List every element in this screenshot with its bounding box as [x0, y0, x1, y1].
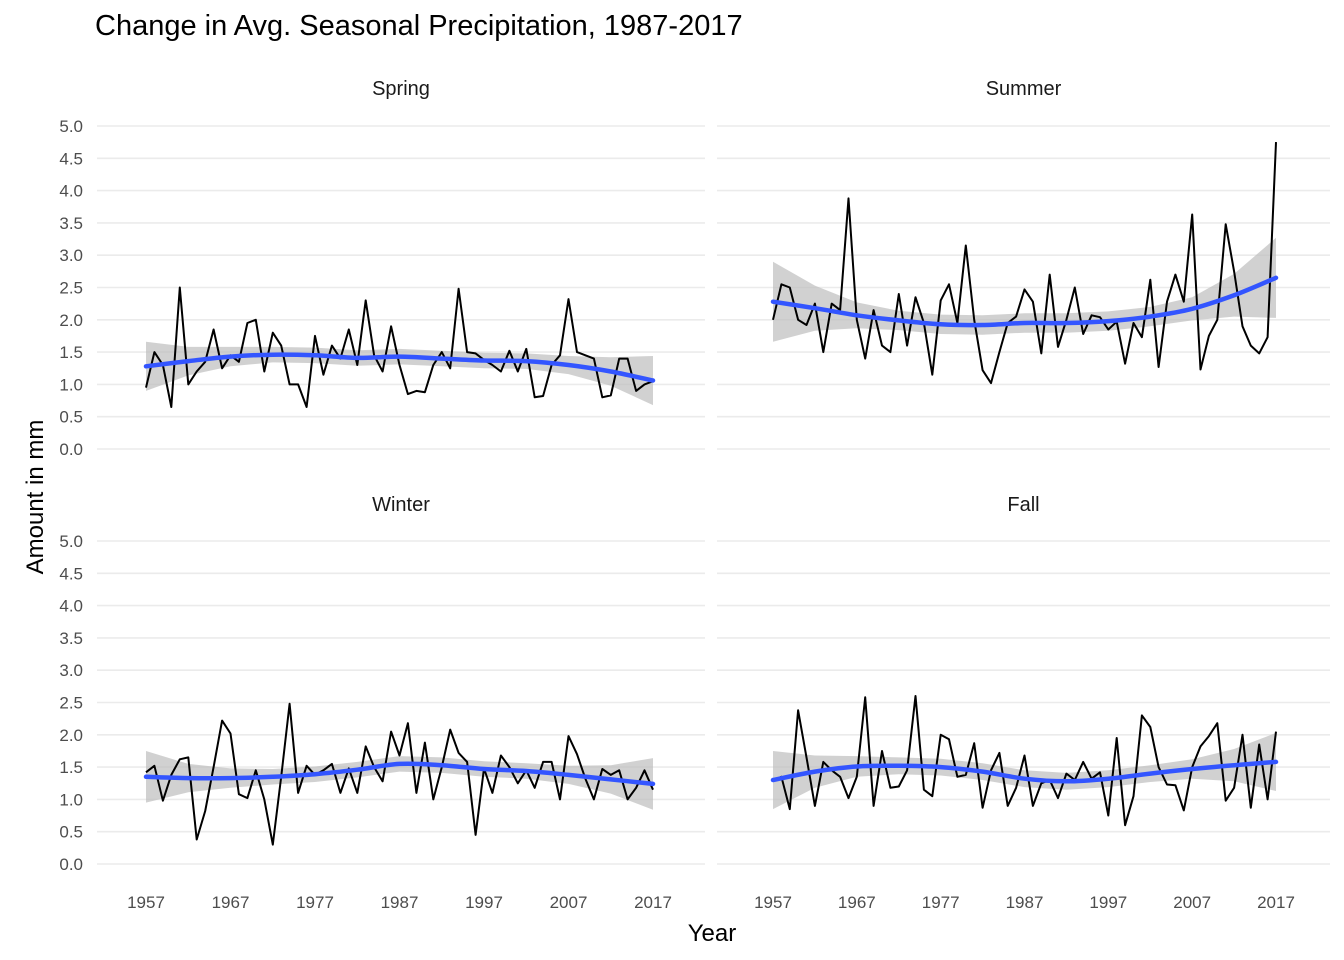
- y-tick-label: 4.0: [59, 182, 83, 201]
- fall-trend-line: [770, 759, 1279, 784]
- y-tick-label: 1.5: [59, 758, 83, 777]
- x-tick-label: 1987: [1006, 893, 1044, 912]
- y-tick-label: 5.0: [59, 117, 83, 136]
- y-tick-label: 0.5: [59, 823, 83, 842]
- x-tick-label: 2017: [1257, 893, 1295, 912]
- x-tick-label: 2007: [550, 893, 588, 912]
- y-tick-label: 2.0: [59, 726, 83, 745]
- fall-confidence-band: [773, 732, 1276, 810]
- y-tick-label: 0.0: [59, 855, 83, 874]
- x-tick-label: 1977: [922, 893, 960, 912]
- x-tick-label: 1957: [754, 893, 792, 912]
- y-tick-label: 0.5: [59, 408, 83, 427]
- winter-confidence-band: [146, 751, 653, 810]
- x-tick-label: 2007: [1173, 893, 1211, 912]
- y-tick-label: 4.5: [59, 564, 83, 583]
- winter-series-line: [145, 702, 654, 846]
- summer-series-line: [772, 142, 1277, 385]
- y-tick-label: 3.5: [59, 629, 83, 648]
- y-tick-label: 0.0: [59, 440, 83, 459]
- winter-trend-line: [143, 761, 656, 787]
- y-tick-label: 4.5: [59, 149, 83, 168]
- x-tick-label: 1967: [212, 893, 250, 912]
- spring-confidence-band: [146, 341, 653, 406]
- chart-title: Change in Avg. Seasonal Precipitation, 1…: [95, 10, 743, 42]
- y-tick-label: 2.5: [59, 279, 83, 298]
- spring-panel-label: Spring: [372, 78, 430, 100]
- y-tick-label: 2.5: [59, 694, 83, 713]
- x-tick-label: 1957: [127, 893, 165, 912]
- y-tick-label: 2.0: [59, 311, 83, 330]
- y-tick-label: 4.0: [59, 597, 83, 616]
- x-tick-label: 1997: [1089, 893, 1127, 912]
- y-tick-label: 3.0: [59, 661, 83, 680]
- x-tick-label: 1997: [465, 893, 503, 912]
- y-tick-label: 1.0: [59, 375, 83, 394]
- x-tick-label: 2017: [634, 893, 672, 912]
- x-axis-label: Year: [687, 920, 737, 947]
- x-tick-label: 1967: [838, 893, 876, 912]
- fall-panel-label: Fall: [1007, 494, 1039, 516]
- y-tick-label: 3.5: [59, 214, 83, 233]
- spring-trend-line: [143, 352, 656, 383]
- winter-panel-label: Winter: [372, 494, 430, 516]
- y-tick-label: 3.0: [59, 246, 83, 265]
- x-tick-label: 1977: [296, 893, 334, 912]
- summer-panel-label: Summer: [986, 78, 1062, 100]
- y-tick-label: 1.0: [59, 790, 83, 809]
- y-tick-label: 5.0: [59, 532, 83, 551]
- x-tick-label: 1987: [381, 893, 419, 912]
- y-tick-label: 1.5: [59, 343, 83, 362]
- summer-trend-line: [770, 275, 1279, 328]
